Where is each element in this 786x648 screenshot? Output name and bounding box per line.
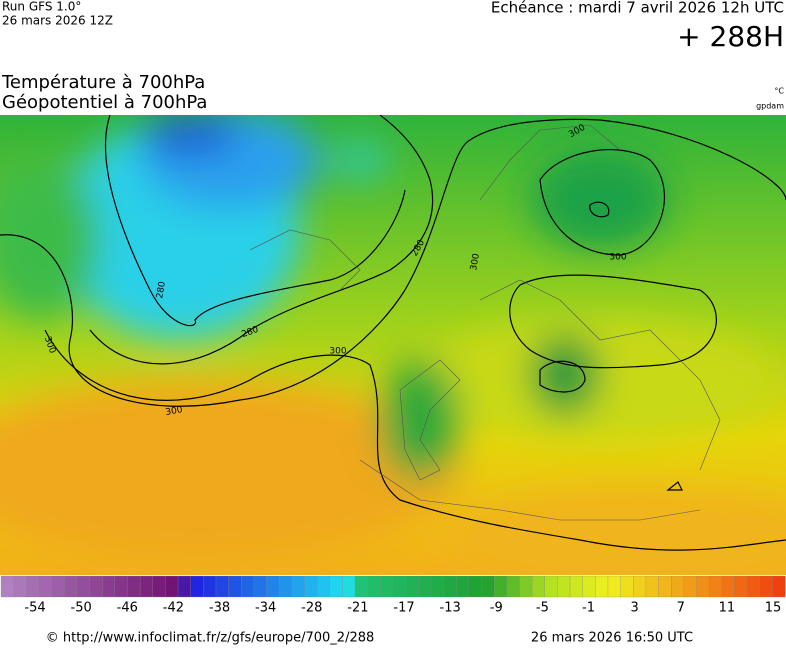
colorbar-swatch [190,575,204,598]
colorbar-swatch [152,575,166,598]
colorbar-swatch [228,575,242,598]
colorbar-tick-label: -50 [71,601,92,616]
colorbar-swatch [607,575,622,598]
colorbar-tick-label: -38 [209,601,230,616]
colorbar-swatch [506,575,520,598]
colorbar-swatch [481,575,495,598]
colorbar-swatch [759,575,773,598]
colorbar-swatch [557,575,571,598]
colorbar-tick-label: -28 [301,601,322,616]
contour-label: 280 [155,280,168,299]
colorbar-tick-label: -1 [582,601,595,616]
contour-label: 300 [329,347,346,357]
colorbar-swatch [392,575,407,598]
colorbar-swatch [633,575,647,598]
colorbar-swatch [456,575,470,598]
colorbar-swatch [746,575,761,598]
colorbar-tick-label: -17 [393,601,414,616]
colorbar-swatch [683,575,697,598]
colorbar-swatch [127,575,141,598]
colorbar-swatch [329,575,343,598]
run-date: 26 mars 2026 12Z [2,14,113,28]
colorbar-tick-label: 15 [765,601,782,616]
colorbar-swatch [734,575,748,598]
colorbar-swatch [64,575,78,598]
valid-time: Echéance : mardi 7 avril 2026 12h UTC [491,0,784,17]
colorbar-swatch [354,575,369,598]
colorbar [0,575,786,598]
colorbar-swatch [708,575,723,598]
colorbar-swatch [203,575,217,598]
colorbar-tick-label: -5 [536,601,549,616]
colorbar-swatch [721,575,735,598]
colorbar-swatch [620,575,634,598]
colorbar-swatch [342,575,356,598]
colorbar-tick-label: -54 [24,601,45,616]
colorbar-swatch [89,575,103,598]
colorbar-swatch [26,575,40,598]
colorbar-swatch [114,575,128,598]
colorbar-swatch [696,575,710,598]
colorbar-swatch [367,575,381,598]
colorbar-swatch [569,575,584,598]
colorbar-tick-label: 3 [630,601,638,616]
colorbar-swatch [658,575,672,598]
unit-temperature: °C [774,87,784,96]
colorbar-swatch [544,575,558,598]
colorbar-tick-label: -13 [440,601,461,616]
colorbar-tick-label: -34 [255,601,276,616]
title-temperature: Température à 700hPa [1,72,205,93]
colorbar-tick-label: -42 [163,601,184,616]
colorbar-swatch [291,575,305,598]
colorbar-swatch [531,575,546,598]
colorbar-swatch [76,575,90,598]
colorbar-swatch [582,575,596,598]
colorbar-swatch [772,575,786,598]
colorbar-swatch [102,575,116,598]
source-url: © http://www.infoclimat.fr/z/gfs/europe/… [46,631,375,646]
colorbar-swatch [38,575,53,598]
colorbar-swatch [0,575,15,598]
title-geopotential: Géopotentiel à 700hPa [2,92,207,113]
colorbar-swatch [430,575,445,598]
colorbar-swatch [241,575,255,598]
colorbar-swatch [253,575,267,598]
colorbar-swatch [519,575,533,598]
colorbar-swatch [418,575,432,598]
colorbar-swatch [443,575,457,598]
colorbar-swatch [645,575,659,598]
contour-label: 300 [609,253,626,263]
run: Run GFS 1.0° [2,0,81,14]
colorbar-swatch [595,575,609,598]
colorbar-tick-label: 11 [719,601,736,616]
colorbar-swatch [494,575,508,598]
contour-label: 300 [165,405,184,418]
colorbar-swatch [165,575,179,598]
colorbar-swatch [316,575,331,598]
colorbar-swatch [13,575,27,598]
colorbar-swatch [266,575,280,598]
contour-label: 300 [469,252,482,271]
colorbar-swatch [279,575,293,598]
colorbar-tick-label: -46 [117,601,138,616]
colorbar-tick-label: -21 [347,601,368,616]
map [0,115,786,575]
colorbar-swatch [215,575,230,598]
colorbar-swatch [177,575,192,598]
colorbar-swatch [671,575,685,598]
colorbar-swatch [405,575,419,598]
unit-geopotential: gpdam [756,102,784,111]
colorbar-swatch [380,575,394,598]
colorbar-swatch [304,575,318,598]
lead-time: + 288H [677,20,784,53]
colorbar-tick-label: 7 [677,601,685,616]
colorbar-swatch [51,575,65,598]
colorbar-swatch [468,575,482,598]
generated-time: 26 mars 2026 16:50 UTC [531,631,693,646]
colorbar-swatch [139,575,154,598]
colorbar-tick-label: -9 [490,601,503,616]
